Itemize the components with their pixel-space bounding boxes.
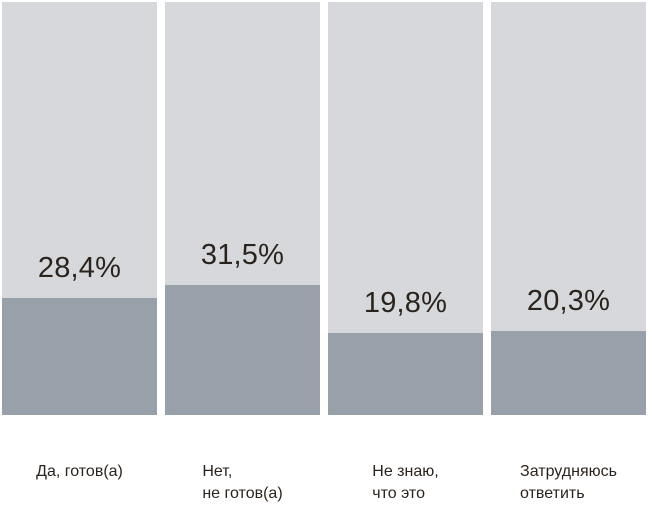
bar-chart: 28,4% 31,5% 19,8% 20,3% <box>2 2 646 415</box>
bar-category-label: Не знаю, что это <box>372 463 439 502</box>
bar-category-label: Затрудняюсь ответить <box>520 463 617 502</box>
bar-fill <box>328 333 483 415</box>
bar-column: 28,4% <box>2 2 157 415</box>
bar-category-label: Нет, не готов(а) <box>202 463 283 502</box>
bar-category-cell: Не знаю, что это <box>328 461 483 505</box>
bar-value-label: 19,8% <box>363 287 448 320</box>
bar-column: 31,5% <box>165 2 320 415</box>
bar-value-label: 28,4% <box>37 251 122 284</box>
bar-column: 20,3% <box>491 2 646 415</box>
bar-value-label: 31,5% <box>200 238 285 271</box>
bar-fill <box>2 297 157 415</box>
bar-value-label: 20,3% <box>526 285 611 318</box>
category-labels-row: Да, готов(а) Нет, не готов(а) Не знаю, ч… <box>2 461 646 505</box>
bar-category-cell: Затрудняюсь ответить <box>491 461 646 505</box>
bar-category-cell: Да, готов(а) <box>2 461 157 483</box>
bar-category-cell: Нет, не готов(а) <box>165 461 320 505</box>
bar-fill <box>491 331 646 415</box>
bar-category-label: Да, готов(а) <box>36 463 123 480</box>
bar-column: 19,8% <box>328 2 483 415</box>
bar-fill <box>165 284 320 415</box>
